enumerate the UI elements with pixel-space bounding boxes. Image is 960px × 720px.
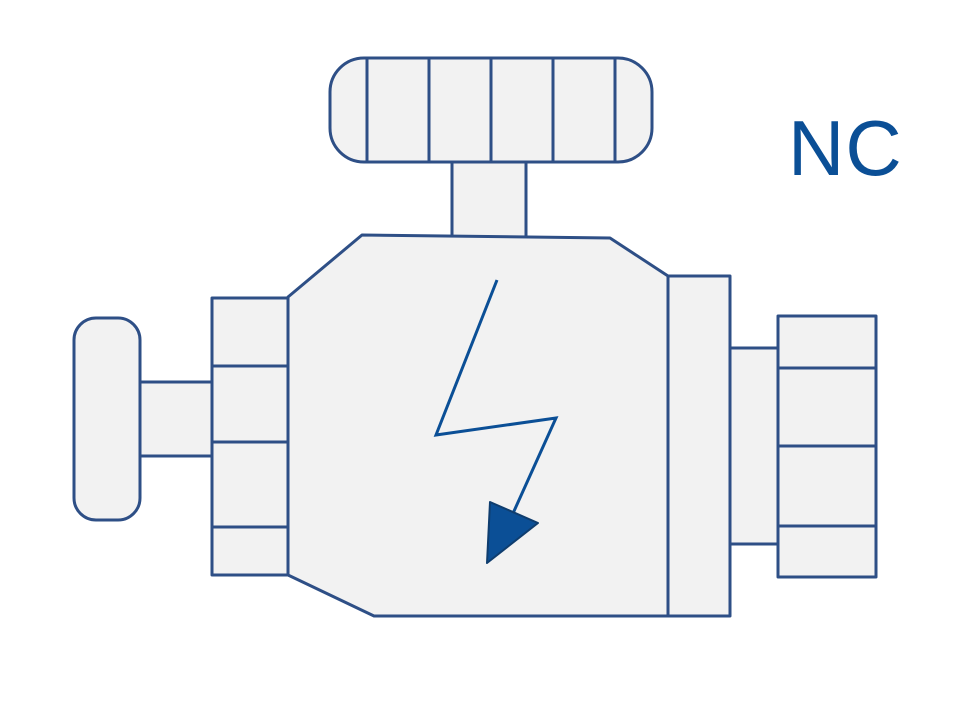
right-neck [728,346,782,546]
right-collar [666,274,732,618]
handwheel-stem [450,160,528,240]
right-fitting [776,314,878,579]
valve-body [286,233,670,618]
lightning-icon [433,279,559,521]
valve-state-label: NC [788,104,903,192]
left-fitting [210,296,290,577]
arrow-head-icon [486,501,539,564]
left-fitting-body [210,296,290,577]
side-knob-stem [138,380,216,458]
handwheel-icon [328,56,654,164]
side-knob-icon [72,316,142,522]
